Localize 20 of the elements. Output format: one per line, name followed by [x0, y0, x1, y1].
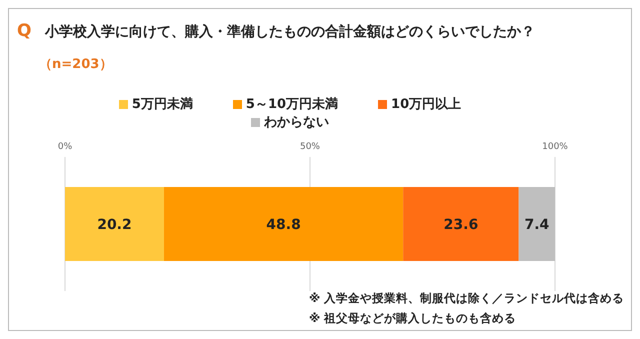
chart-subtitle: （n=203）	[39, 56, 112, 73]
legend-label: 10万円以上	[391, 97, 462, 112]
text: ※ 祖父母などが購入したものも含める	[309, 311, 516, 326]
legend-label: 5～10万円未満	[246, 97, 338, 112]
bar	[65, 187, 164, 261]
legend-label: 5万円未満	[132, 97, 193, 112]
x-tick-label: 50%	[300, 142, 320, 152]
chart-title: 小学校入学に向けて、購入・準備したものの合計金額はどのくらいでしたか？	[45, 23, 535, 41]
bar	[164, 187, 404, 261]
annotation: ※ 入学金や授業料、制服代は除く／ランドセル代は含める	[309, 291, 624, 306]
x-tick-label: 100%	[542, 142, 568, 152]
bar	[518, 187, 555, 261]
legend-label: わからない	[264, 115, 329, 130]
bar	[403, 187, 519, 261]
text: Q	[17, 21, 32, 41]
data-label: 48.8	[266, 216, 301, 233]
data-label: 20.2	[97, 216, 132, 233]
x-tick-label: 0%	[58, 142, 73, 152]
data-label: 23.6	[444, 216, 478, 233]
data-label: 7.4	[524, 216, 550, 233]
